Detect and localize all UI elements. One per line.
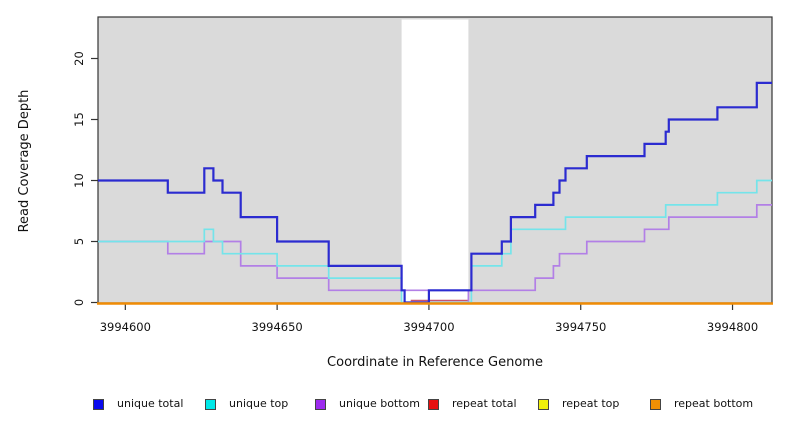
legend: unique total unique top unique bottom repea… [0, 396, 792, 420]
x-tick-label: 3994650 [252, 320, 303, 334]
y-tick-label: 10 [72, 173, 86, 188]
plot-area-layer [98, 17, 772, 303]
axis-layer: 3994600 3994650 3994700 3994750 3994800 0 5 10 1… [72, 16, 773, 334]
legend-swatch-unique-total [93, 399, 104, 410]
y-axis-title: Read Coverage Depth [17, 90, 32, 233]
legend-label: unique total [117, 397, 184, 410]
legend-swatch-unique-top [205, 399, 216, 410]
y-tick-label: 5 [72, 238, 86, 245]
series-layer [97, 81, 773, 305]
legend-swatch-unique-bottom [315, 399, 326, 410]
masked-region [401, 19, 469, 303]
legend-label: repeat total [452, 397, 517, 410]
x-axis-title: Coordinate in Reference Genome [327, 355, 543, 370]
x-tick-label: 3994600 [100, 320, 151, 334]
legend-swatch-repeat-bottom [650, 399, 661, 410]
x-tick-label: 3994700 [403, 320, 454, 334]
series-unique-bottom-line [98, 204, 772, 304]
legend-label: repeat bottom [674, 397, 754, 410]
series-unique-total-line [98, 81, 772, 304]
y-tick-label: 20 [72, 51, 86, 66]
x-tick-label: 3994800 [707, 320, 758, 334]
legend-label: unique top [229, 397, 289, 410]
legend-label: unique bottom [339, 397, 421, 410]
x-tick-label: 3994750 [555, 320, 606, 334]
y-tick-label: 15 [72, 112, 86, 127]
y-tick-label: 0 [72, 299, 86, 306]
legend-label: repeat top [562, 397, 620, 410]
legend-swatch-repeat-total [428, 399, 439, 410]
legend-swatch-repeat-top [538, 399, 549, 410]
